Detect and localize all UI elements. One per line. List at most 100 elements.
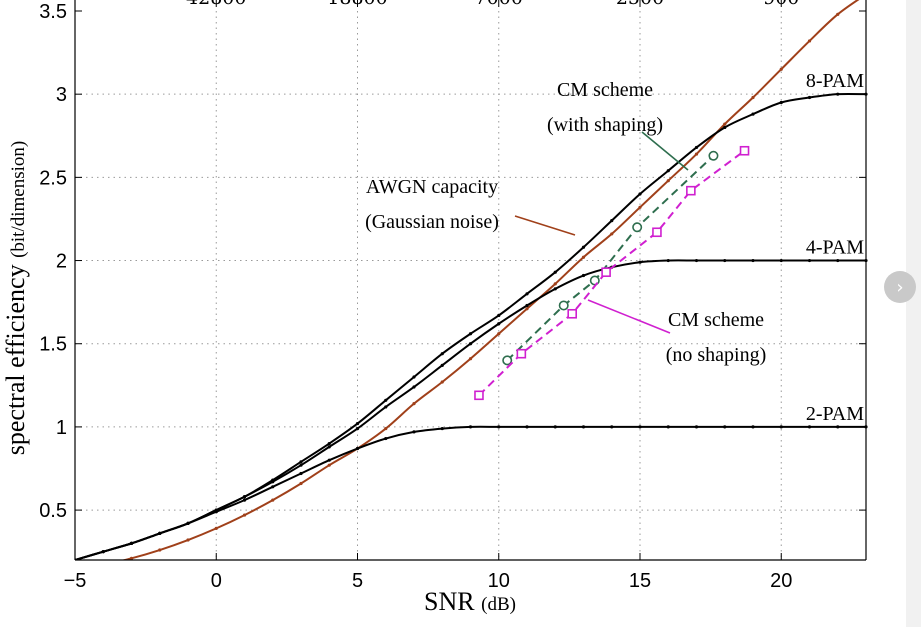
annotation-leader-awgn-capacity [514,215,576,236]
series-point-4-pam-27 [836,258,840,263]
series-point-2-pam-16 [525,425,529,429]
series-point-4-pam-7 [271,480,275,484]
series-point-8-pam-15 [497,313,501,318]
series-point-awgn-capacity-17 [553,282,557,286]
series-point-2-pam-13 [440,426,444,431]
top-axis-label-2: 7000 [475,0,523,9]
top-axis-label-3: 2500 [616,0,664,9]
series-point-4-pam-18 [581,273,586,278]
series-point-8-pam-27 [836,92,840,96]
series-point-4-pam-22 [694,258,699,263]
series-marker-cm-scheme-no-shaping-5 [686,185,696,196]
top-axis-label-4: 900 [763,0,799,9]
series-point-4-pam-26 [807,258,812,263]
y-tick-label-5: 3 [56,84,67,106]
series-point-8-pam-14 [468,332,473,336]
annotation-cm-scheme-no-shaping-line-1: (no shaping) [666,344,767,366]
series-point-2-pam-15 [497,425,501,429]
series-point-2-pam-19 [610,425,614,429]
annotation-awgn-capacity-line-0: AWGN capacity [366,176,498,198]
series-point-4-pam-25 [779,258,783,263]
series-point-8-pam-23 [723,125,727,130]
series-point-4-pam-10 [355,426,360,431]
series-point-awgn-capacity-26 [807,39,812,43]
series-marker-cm-scheme-with-shaping-3 [632,222,643,233]
series-marker-cm-scheme-no-shaping-4 [652,227,662,238]
series-point-2-pam-14 [468,425,473,429]
series-point-4-pam-16 [525,303,529,308]
annotation-leader-cm-scheme-with-shaping [641,131,689,171]
series-marker-cm-scheme-no-shaping-6 [739,145,750,156]
y-tick-label-6: 3.5 [39,1,67,23]
series-label-8-pam: 8-PAM [806,70,864,92]
chevron-right-icon: › [896,276,904,298]
series-point-4-pam-15 [497,322,501,326]
series-point-awgn-capacity-19 [610,232,614,236]
x-tick-label-0: −5 [64,570,87,592]
series-point-awgn-capacity-27 [836,12,840,16]
series-point-8-pam-25 [779,100,783,105]
series-point-8-pam-9 [327,441,331,446]
series-point-2-pam-25 [779,425,783,429]
top-axis-label-1: 18800 [327,0,387,9]
series-point-awgn-capacity-8 [299,481,303,486]
series-point-4-pam-17 [553,287,557,291]
x-tick-label-5: 20 [770,570,792,592]
series-point-8-pam-13 [440,352,444,356]
series-point-awgn-capacity-14 [468,357,473,361]
x-axis-title-unit: (dB) [481,594,516,615]
series-marker-cm-scheme-with-shaping-4 [708,150,719,161]
series-point-awgn-capacity-2 [129,556,134,560]
axes-layer: −5 0 5 10 15 20 0.5 1 1.5 2 2.5 3 3.5 42800 18800 7000 2… [39,0,867,592]
y-tick-label-2: 1.5 [39,334,67,356]
series-point-2-pam-24 [751,425,755,429]
annotation-awgn-capacity-line-1: (Gaussian noise) [365,211,499,233]
series-marker-cm-scheme-no-shaping-0 [474,390,484,401]
x-axis-title-main: SNR [424,587,475,616]
x-tick-label-3: 10 [488,570,510,592]
series-point-2-pam-7 [271,485,275,489]
series-marker-cm-scheme-with-shaping-0 [502,355,513,366]
series-point-awgn-capacity-6 [242,513,247,517]
series-point-8-pam-18 [581,245,586,249]
x-tick-label-2: 5 [352,570,363,592]
series-point-4-pam-21 [666,258,670,263]
y-axis-title-unit: (bit/dimension) [8,141,29,258]
series-marker-cm-scheme-with-shaping-1 [558,300,569,311]
series-point-8-pam-22 [694,145,699,150]
series-point-awgn-capacity-5 [214,526,218,530]
next-image-button[interactable]: › [884,271,916,303]
series-point-4-pam-6 [242,495,247,499]
x-tick-label-4: 15 [629,570,651,592]
series-point-4-pam-24 [751,258,755,263]
y-tick-label-3: 2 [56,251,67,273]
series-point-8-pam-8 [299,460,303,464]
x-axis-title: SNR (dB) [424,587,516,616]
series-point-2-pam-20 [638,425,642,429]
series-point-awgn-capacity-20 [638,205,642,209]
right-scroll-strip [906,0,921,627]
series-point-4-pam-12 [412,385,416,389]
series-point-awgn-capacity-23 [723,122,727,126]
y-axis-title-main: spectral efficiency [1,264,30,455]
series-point-4-pam-14 [468,342,473,346]
annotation-cm-scheme-with-shaping-line-0: CM scheme [557,79,653,101]
series-label-4-pam: 4-PAM [806,237,864,259]
series-point-2-pam-2 [129,541,134,545]
series-point-awgn-capacity-22 [694,152,699,156]
series-point-2-pam-6 [242,498,247,502]
series-point-awgn-capacity-21 [666,179,670,183]
series-point-2-pam-26 [807,425,812,429]
series-point-8-pam-12 [412,375,416,379]
series-point-4-pam-20 [638,260,642,264]
series-point-awgn-capacity-18 [581,255,586,259]
clipped-series [75,0,868,560]
series-point-2-pam-18 [581,425,586,429]
series-point-2-pam-5 [214,510,218,514]
series-point-2-pam-8 [299,471,303,476]
series-point-2-pam-9 [327,458,331,462]
series-point-awgn-capacity-4 [186,538,190,542]
y-tick-label-0: 0.5 [39,500,67,522]
